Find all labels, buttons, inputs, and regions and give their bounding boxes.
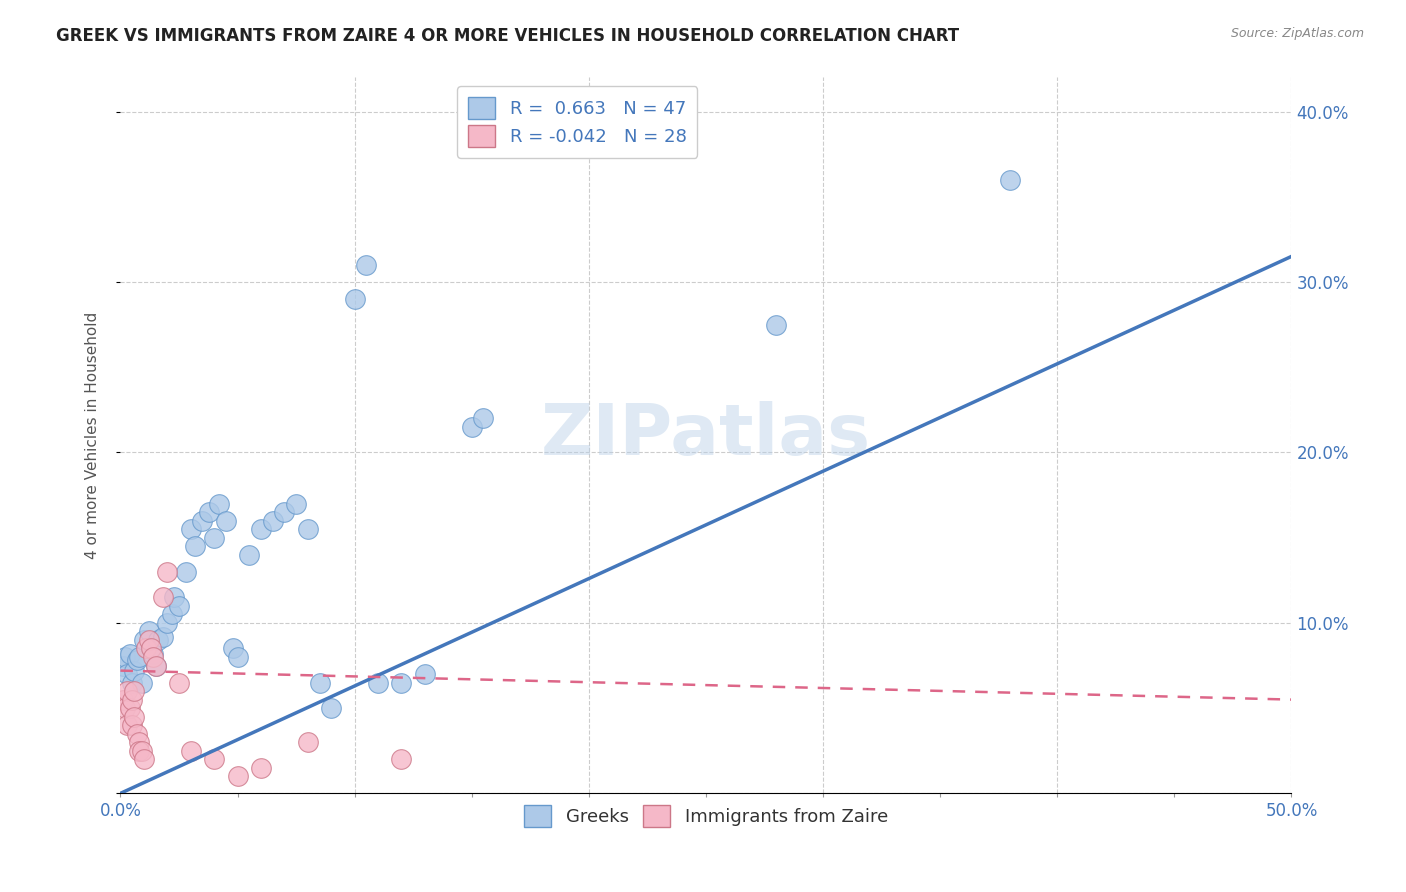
Point <box>117 667 139 681</box>
Point <box>262 514 284 528</box>
Point <box>111 692 134 706</box>
Point <box>152 630 174 644</box>
Point <box>391 675 413 690</box>
Point <box>138 624 160 639</box>
Point <box>128 744 150 758</box>
Point <box>132 752 155 766</box>
Point <box>111 658 134 673</box>
Point <box>180 522 202 536</box>
Point <box>461 420 484 434</box>
Point <box>198 505 221 519</box>
Point <box>321 701 343 715</box>
Point <box>343 292 366 306</box>
Point <box>142 650 165 665</box>
Point <box>367 675 389 690</box>
Point <box>142 647 165 661</box>
Point <box>356 258 378 272</box>
Point <box>118 701 141 715</box>
Point <box>215 514 238 528</box>
Point <box>202 531 225 545</box>
Point <box>117 718 139 732</box>
Point <box>250 761 273 775</box>
Point <box>191 514 214 528</box>
Point <box>117 684 139 698</box>
Point <box>226 650 249 665</box>
Point <box>124 684 146 698</box>
Point <box>160 607 183 622</box>
Point <box>167 599 190 613</box>
Point <box>297 522 319 536</box>
Point <box>308 675 330 690</box>
Point <box>128 735 150 749</box>
Text: Source: ZipAtlas.com: Source: ZipAtlas.com <box>1230 27 1364 40</box>
Point <box>391 752 413 766</box>
Point <box>139 641 162 656</box>
Point <box>138 632 160 647</box>
Point <box>125 653 148 667</box>
Point <box>114 701 136 715</box>
Point <box>202 752 225 766</box>
Point <box>152 591 174 605</box>
Point <box>167 675 190 690</box>
Point <box>146 632 169 647</box>
Point <box>124 664 146 678</box>
Legend: Greeks, Immigrants from Zaire: Greeks, Immigrants from Zaire <box>517 798 896 834</box>
Point <box>145 658 167 673</box>
Point <box>131 744 153 758</box>
Point <box>145 658 167 673</box>
Point <box>273 505 295 519</box>
Point <box>118 647 141 661</box>
Point <box>174 565 197 579</box>
Point <box>250 522 273 536</box>
Point <box>131 675 153 690</box>
Point <box>297 735 319 749</box>
Point <box>413 667 436 681</box>
Point <box>125 727 148 741</box>
Point <box>238 548 260 562</box>
Text: ZIPatlas: ZIPatlas <box>541 401 870 470</box>
Point <box>114 650 136 665</box>
Point <box>139 641 162 656</box>
Point <box>124 709 146 723</box>
Point <box>208 497 231 511</box>
Point <box>156 615 179 630</box>
Point <box>226 769 249 783</box>
Point <box>222 641 245 656</box>
Point <box>765 318 787 332</box>
Point <box>184 539 207 553</box>
Y-axis label: 4 or more Vehicles in Household: 4 or more Vehicles in Household <box>86 312 100 559</box>
Point <box>180 744 202 758</box>
Point <box>121 718 143 732</box>
Point <box>135 641 157 656</box>
Point <box>285 497 308 511</box>
Point <box>156 565 179 579</box>
Point <box>163 591 186 605</box>
Point <box>472 411 495 425</box>
Point <box>128 650 150 665</box>
Point <box>1000 172 1022 186</box>
Point <box>121 675 143 690</box>
Point <box>132 632 155 647</box>
Point <box>121 692 143 706</box>
Text: GREEK VS IMMIGRANTS FROM ZAIRE 4 OR MORE VEHICLES IN HOUSEHOLD CORRELATION CHART: GREEK VS IMMIGRANTS FROM ZAIRE 4 OR MORE… <box>56 27 959 45</box>
